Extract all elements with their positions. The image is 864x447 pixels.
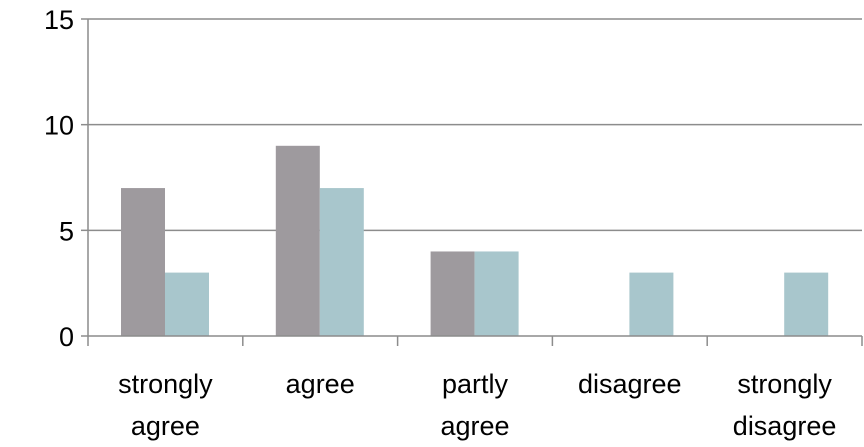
bar-series1-cat1 <box>121 188 165 336</box>
x-tick-label: agree <box>286 369 355 399</box>
y-tick-label: 5 <box>59 216 74 246</box>
x-tick-label: agree <box>131 411 200 441</box>
x-tick-label: strongly <box>118 369 213 399</box>
bar-series2-cat1 <box>165 272 209 336</box>
bar-series2-cat5 <box>784 272 829 336</box>
bar-series2-cat2 <box>319 188 364 336</box>
y-tick-label: 15 <box>44 5 74 35</box>
x-tick-label: disagree <box>578 369 682 399</box>
labels: 0 5 10 15 strongly agree agree partly agree disag… <box>44 5 836 441</box>
bar-series1-cat3 <box>430 251 475 336</box>
y-tick-label: 0 <box>59 322 74 352</box>
bar-series2-cat4 <box>629 272 674 336</box>
x-tick-label: strongly <box>737 369 832 399</box>
bars <box>121 145 829 336</box>
x-tick-label: partly <box>442 369 509 399</box>
bar-series2-cat3 <box>474 251 519 336</box>
x-tick-label: agree <box>440 411 509 441</box>
gridlines <box>88 18 862 232</box>
x-tick-label: disagree <box>733 411 837 441</box>
axes <box>81 18 863 346</box>
y-tick-label: 10 <box>44 111 74 141</box>
bar-series1-cat2 <box>275 145 320 336</box>
